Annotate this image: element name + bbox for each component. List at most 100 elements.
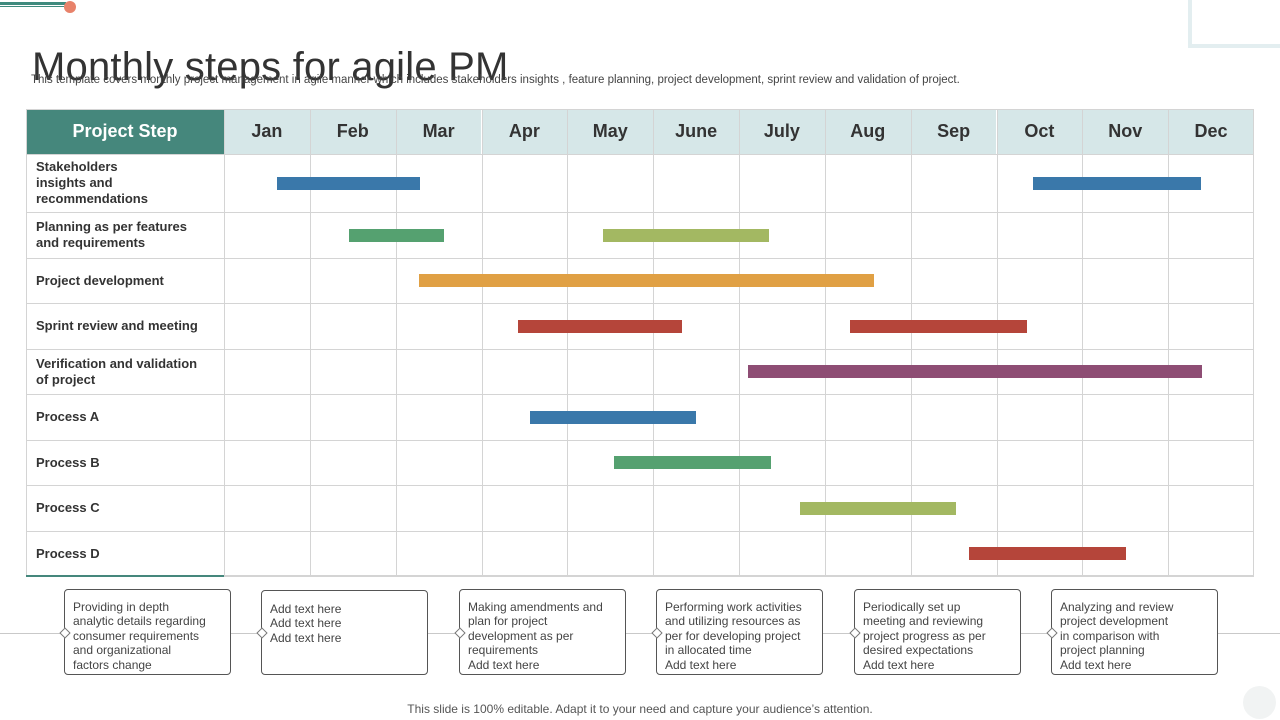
- timeline-text-line: Providing in depth: [73, 600, 170, 614]
- timeline-text-line: project progress as per: [863, 628, 986, 643]
- step-label-line: Stakeholders: [36, 159, 118, 174]
- grid-vline: [1168, 109, 1170, 576]
- step-label: Process B: [36, 440, 216, 485]
- corner-circle: [1243, 686, 1276, 719]
- step-label: Project development: [36, 258, 216, 303]
- grid-hline: [26, 154, 1254, 155]
- grid-vline: [567, 109, 569, 576]
- header-project-step: Project Step: [26, 109, 224, 154]
- grid-vline: [224, 109, 225, 576]
- grid-hline: [26, 485, 1254, 486]
- grid-vline: [910, 109, 912, 576]
- timeline-text-line: project planning: [1060, 643, 1145, 658]
- timeline-text-line: Periodically set up: [863, 600, 961, 614]
- timeline-text-line: Add text here: [863, 657, 935, 672]
- timeline-text-line: desired expectations: [863, 643, 974, 658]
- timeline-text-line: in allocated time: [665, 643, 752, 658]
- grid-hline: [26, 394, 1254, 395]
- timeline-text-line: plan for project: [468, 614, 548, 629]
- gantt-chart: Project Step Jan Feb Mar Apr May June July Aug S…: [26, 109, 1254, 577]
- step-label-line: insights and: [36, 175, 113, 190]
- grid-hline: [26, 576, 1254, 577]
- timeline-text-line: Add text here: [270, 630, 342, 645]
- step-label-line: Verification and validation: [36, 355, 198, 371]
- header-month: Jan: [224, 109, 310, 154]
- timeline-text-box: Making amendments and plan for project dev…: [459, 589, 626, 675]
- timeline-line: [0, 633, 1280, 634]
- gantt-bar: [349, 228, 444, 242]
- gantt-bar: [418, 274, 874, 287]
- timeline-text-line: per for developing project: [665, 628, 801, 643]
- timeline-text-line: Add text here: [665, 657, 737, 672]
- step-label-line: and requirements: [36, 235, 146, 250]
- timeline-text-line: Performing work activities: [665, 600, 802, 614]
- timeline-text-line: Add text here: [1060, 657, 1132, 672]
- timeline-text-line: Add text here: [468, 657, 540, 672]
- grid-hline: [26, 349, 1254, 350]
- step-label-line: Process C: [36, 500, 100, 515]
- gantt-bar: [1032, 176, 1201, 190]
- gantt-bar: [613, 456, 771, 469]
- timeline-text-box: Providing in depth analytic details regar…: [64, 589, 231, 675]
- page-subtitle: This template covers monthly project man…: [31, 74, 960, 86]
- step-label-line: Sprint review and meeting: [36, 318, 198, 333]
- timeline-text-box: Add text here Add text here Add text here: [261, 590, 428, 675]
- timeline-text-line: and organizational: [73, 643, 172, 658]
- decor-corner-frame: [1188, 0, 1280, 48]
- grid-vline: [824, 109, 826, 576]
- timeline-text-line: Add text here: [270, 616, 342, 631]
- timeline-text-line: project development: [1060, 614, 1169, 629]
- step-label-line: Process A: [36, 409, 100, 424]
- decor-line: [0, 6, 66, 7]
- page-title: Monthly steps for agile PM: [32, 44, 509, 89]
- step-label: Stakeholders insights and recommendations: [36, 154, 216, 212]
- grid-vline: [1082, 109, 1084, 576]
- header-month: Dec: [1168, 109, 1254, 154]
- decor-line: [0, 2, 66, 5]
- grid-hline: [26, 258, 1254, 259]
- step-label: Verification and validation of project: [36, 349, 216, 394]
- grid-outline: [26, 109, 1254, 576]
- grid-vline: [653, 109, 655, 576]
- grid-hline: [26, 531, 1254, 532]
- grid-vline: [996, 109, 998, 576]
- step-label: Planning as per features and requirements: [36, 212, 216, 258]
- header-month: Sep: [910, 109, 997, 154]
- header-month: Apr: [481, 109, 568, 154]
- gantt-bar: [530, 410, 697, 424]
- grid-vline: [395, 109, 397, 576]
- header-month: May: [567, 109, 654, 154]
- grid-vline: [481, 109, 483, 576]
- gantt-bar: [849, 319, 1027, 333]
- timeline-text-line: Add text here: [270, 602, 342, 616]
- step-label-line: of project: [36, 371, 96, 387]
- header-month: Oct: [996, 109, 1083, 154]
- step-label: Process A: [36, 394, 216, 440]
- timeline-text-line: Analyzing and review: [1060, 600, 1174, 614]
- header-month: Feb: [309, 109, 396, 154]
- timeline-text-line: and utilizing resources as: [665, 614, 801, 629]
- grid-hline: [26, 303, 1254, 304]
- timeline-text-line: requirements: [468, 643, 539, 658]
- step-label: Process D: [36, 531, 216, 576]
- step-label: Sprint review and meeting: [36, 303, 216, 349]
- gantt-bar: [603, 228, 770, 242]
- header-month: Mar: [395, 109, 482, 154]
- step-label-line: Project development: [36, 272, 164, 288]
- header-month: Nov: [1082, 109, 1169, 154]
- gantt-bar: [277, 176, 420, 190]
- timeline-text-line: analytic details regarding: [73, 614, 206, 629]
- header-month: June: [653, 109, 739, 154]
- timeline-text-line: in comparison with: [1060, 628, 1160, 643]
- footer-note: This slide is 100% editable. Adapt it to…: [407, 702, 873, 716]
- timeline-text-line: meeting and reviewing: [863, 614, 984, 629]
- step-label-line: Process D: [36, 545, 100, 561]
- gantt-bar: [517, 319, 683, 333]
- timeline-text-line: consumer requirements: [73, 628, 200, 643]
- timeline-text-box: Periodically set up meeting and reviewing…: [854, 589, 1021, 675]
- grid-hline: [26, 212, 1254, 213]
- header-month: Aug: [824, 109, 911, 154]
- step-label-line: Planning as per features: [36, 219, 187, 234]
- grid-hline: [26, 440, 1254, 441]
- grid-vline: [309, 109, 311, 576]
